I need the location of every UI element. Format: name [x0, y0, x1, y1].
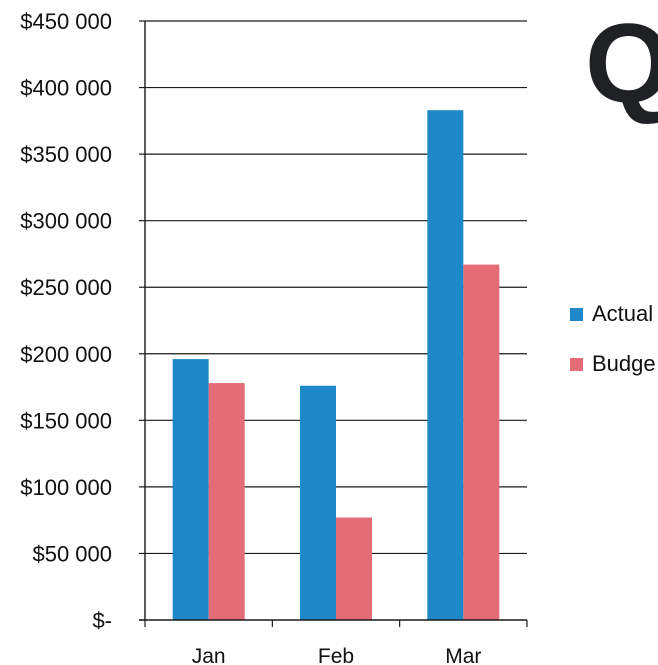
legend-item-budget: Budge	[570, 348, 656, 380]
legend-swatch-actual	[570, 307, 583, 321]
x-tick-label: Mar	[445, 645, 481, 665]
heading-fragment: Q	[585, 1, 658, 126]
bar-actual-jan	[172, 359, 209, 620]
y-tick-label: $50 000	[32, 541, 112, 566]
bar-budget-jan	[208, 383, 245, 620]
bar-budget-mar	[463, 264, 500, 620]
bar-budget-feb	[336, 517, 372, 620]
axes	[139, 20, 528, 627]
y-tick-label: $450 000	[20, 9, 112, 34]
legend-label-actual: Actual	[592, 301, 654, 326]
x-tick-label: Feb	[318, 645, 354, 665]
y-tick-label: $250 000	[20, 275, 112, 300]
x-axis-labels: Jan Feb Mar	[192, 645, 482, 665]
y-tick-label: $-	[92, 608, 112, 633]
chart-legend: Actual Budge	[570, 298, 656, 398]
y-tick-label: $350 000	[20, 142, 112, 167]
y-tick-label: $300 000	[20, 209, 112, 234]
legend-swatch-budget	[570, 357, 583, 371]
bars	[172, 110, 500, 620]
legend-item-actual: Actual	[570, 298, 656, 330]
legend-label-budget: Budge	[592, 351, 656, 376]
x-tick-label: Jan	[192, 645, 226, 665]
y-tick-label: $400 000	[20, 76, 112, 101]
bar-actual-mar	[427, 110, 464, 620]
y-tick-label: $200 000	[20, 342, 112, 367]
y-tick-label: $150 000	[20, 408, 112, 433]
y-axis-labels: $- $50 000 $100 000 $150 000 $200 000 $250 00…	[20, 9, 112, 633]
bar-actual-feb	[300, 385, 336, 620]
y-tick-label: $100 000	[20, 475, 112, 500]
